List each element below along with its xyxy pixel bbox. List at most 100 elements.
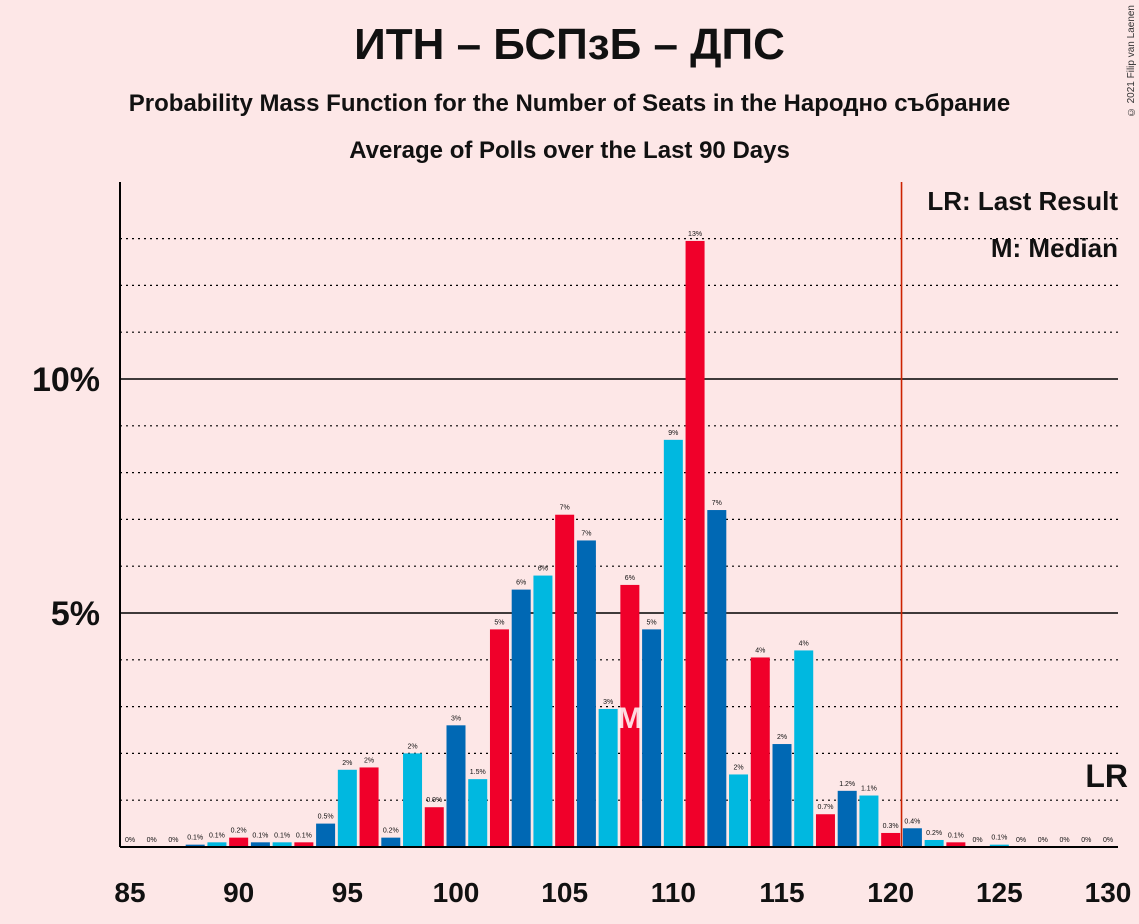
bar-value-label: 7%: [560, 505, 570, 512]
bar-value-label: 0.9%: [426, 797, 442, 804]
x-tick-label: 90: [223, 877, 254, 908]
bar: [533, 575, 553, 847]
bar-value-label: 6%: [538, 566, 548, 573]
annotations: M LR LR: Last Result M: Median: [617, 182, 1128, 847]
bar-value-label: 0%: [147, 837, 157, 844]
bar-value-label: 0%: [1103, 837, 1113, 844]
bar: [642, 629, 662, 847]
bar: [663, 439, 683, 847]
bar: [185, 844, 205, 847]
bar-value-label: 0.2%: [383, 828, 399, 835]
y-axis-ticks: 5% 10%: [32, 361, 100, 633]
bar: [924, 839, 944, 847]
grid-lines: [120, 238, 1118, 801]
bar-value-label: 4%: [755, 647, 765, 654]
bar-value-label: 0.4%: [904, 818, 920, 825]
bar-value-label: 0%: [973, 837, 983, 844]
x-tick-label: 120: [867, 877, 914, 908]
bar: [881, 832, 901, 847]
bar-value-label: 6%: [625, 575, 635, 582]
bar: [729, 774, 749, 847]
bar: [794, 650, 814, 847]
x-tick-label: 100: [433, 877, 480, 908]
bar: [250, 842, 270, 847]
bar-value-label: 0%: [1016, 837, 1026, 844]
bar-value-label: 5%: [494, 619, 504, 626]
bar-value-label: 0.5%: [318, 814, 334, 821]
x-tick-label: 85: [114, 877, 145, 908]
bar: [468, 779, 488, 847]
bar: [511, 589, 531, 847]
bar-value-label: 0.1%: [252, 832, 268, 839]
bar: [750, 657, 770, 847]
bar: [576, 540, 596, 847]
bar-value-label: 0.1%: [296, 832, 312, 839]
x-tick-label: 95: [332, 877, 363, 908]
legend-median: M: Median: [991, 233, 1118, 263]
chart-title: ИТН – БСПзБ – ДПС: [354, 20, 785, 69]
y-tick-label: 5%: [51, 595, 100, 633]
bar: [859, 795, 879, 847]
bar-value-label: 7%: [581, 530, 591, 537]
bar-value-label: 4%: [799, 640, 809, 647]
bar: [446, 725, 466, 847]
bar: [316, 823, 336, 847]
bar-value-label: 0.1%: [209, 832, 225, 839]
bar-value-label: 0.3%: [883, 823, 899, 830]
bar-value-label: 3%: [451, 715, 461, 722]
bar-value-label: 2%: [364, 757, 374, 764]
bars: [185, 240, 1009, 847]
bar: [815, 814, 835, 847]
bar-labels: 0% 0% 0% 0.1% 0.1% 0.2% 0.1% 0.1% 0.1% 0.5% 2% 2% 0.…: [125, 231, 1113, 844]
last-result-marker: LR: [1085, 758, 1128, 794]
bar: [685, 240, 705, 847]
chart-subtitle: Probability Mass Function for the Number…: [128, 90, 1011, 117]
bar-value-label: 1.5%: [470, 769, 486, 776]
x-tick-label: 125: [976, 877, 1023, 908]
bar: [294, 842, 314, 847]
bar: [946, 842, 966, 847]
bar-value-label: 1.2%: [839, 781, 855, 788]
bar-value-label: 0%: [168, 837, 178, 844]
bar-value-label: 0%: [1081, 837, 1091, 844]
bar-value-label: 0%: [1038, 837, 1048, 844]
bar-value-label: 0.1%: [948, 832, 964, 839]
bar: [989, 844, 1009, 847]
bar: [207, 842, 227, 847]
bar-value-label: 13%: [688, 231, 702, 238]
axes: [119, 182, 1118, 848]
chart-subtitle-2: Average of Polls over the Last 90 Days: [349, 137, 790, 164]
bar-value-label: 0.1%: [991, 835, 1007, 842]
bar-value-label: 2%: [733, 764, 743, 771]
median-marker: M: [617, 702, 642, 735]
bar-value-label: 9%: [668, 430, 678, 437]
bar: [837, 790, 857, 847]
x-tick-label: 110: [651, 877, 696, 908]
bar: [272, 842, 292, 847]
x-tick-label: 105: [541, 877, 588, 908]
bar: [489, 629, 509, 847]
bar-value-label: 0.7%: [817, 804, 833, 811]
bar-value-label: 0.2%: [231, 828, 247, 835]
bar: [403, 753, 423, 847]
x-axis-ticks: 85 90 95 100 105 110 115 120 125 130: [114, 877, 1131, 908]
bar-value-label: 0.2%: [926, 830, 942, 837]
bar-value-label: 0.1%: [187, 835, 203, 842]
bar: [229, 837, 249, 847]
bar-value-label: 0%: [125, 837, 135, 844]
bar-value-label: 2%: [342, 760, 352, 767]
bar-value-label: 2%: [777, 734, 787, 741]
bar: [555, 514, 575, 847]
bar-value-label: 6%: [516, 580, 526, 587]
bar: [902, 828, 922, 847]
bar-value-label: 3%: [603, 699, 613, 706]
legend-last-result: LR: Last Result: [927, 186, 1118, 216]
x-tick-label: 130: [1085, 877, 1132, 908]
bar: [359, 767, 379, 847]
bar: [598, 708, 618, 847]
y-tick-label: 10%: [32, 361, 100, 399]
bar: [381, 837, 401, 847]
bar-value-label: 0.1%: [274, 832, 290, 839]
bar: [620, 584, 640, 847]
